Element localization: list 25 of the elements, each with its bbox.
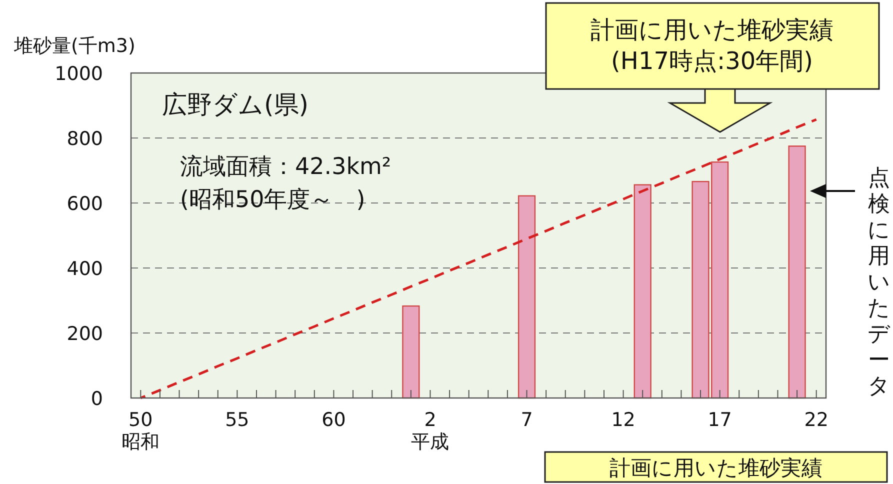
bar [634,184,652,399]
bar [788,146,806,399]
annotation: 流域面積：42.3km² [180,154,392,180]
y-tick-label: 200 [66,323,103,345]
x-tick-label: 22 [804,409,828,431]
y-tick-label: 600 [66,193,103,215]
x-tick-label: 55 [225,409,250,431]
y-tick-label: 800 [66,128,103,150]
line-series [139,118,818,400]
x-tick-label: 50 昭和 [122,409,160,453]
annotation: 広野ダム(県) [162,90,309,119]
y-tick-label: 1000 [54,63,103,85]
y-tick-label: 0 [90,388,103,410]
y-tick-label: 400 [66,258,103,280]
x-tick-label: 12 [611,409,636,431]
x-tick-label: 2 平成 [411,409,450,453]
x-tick-label: 60 [322,409,346,431]
x-tick-label: 17 [708,409,732,431]
text: 計画に用いた堆砂実績 [610,456,822,480]
bar [518,195,536,399]
y-axis-title: 堆砂量(千m3) [13,35,136,57]
annotation: 計画に用いた堆砂実績 (H17時点:30年間) [590,16,834,76]
text: 点検に用いたデータ [868,166,890,399]
x-tick-label: 7 [520,409,533,431]
bar [402,305,420,399]
